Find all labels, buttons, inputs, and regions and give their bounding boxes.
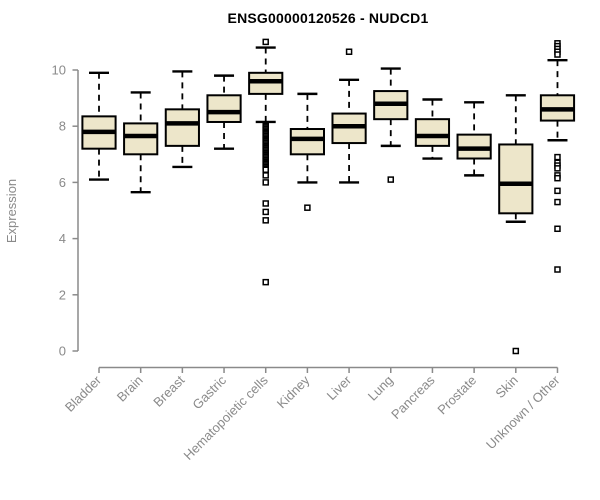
outlier-point	[304, 204, 311, 211]
chart-title: ENSG00000120526 - NUDCD1	[227, 10, 429, 26]
x-tick-label: Prostate	[434, 373, 479, 418]
boxplot-brain	[123, 91, 159, 194]
boxplot-breast	[164, 70, 200, 169]
boxplot-bladder	[81, 71, 117, 181]
outlier-point	[262, 166, 269, 174]
outlier-point	[554, 225, 561, 233]
boxplot-lung	[373, 67, 409, 183]
boxplot-pancreas	[414, 98, 451, 160]
outlier-point	[262, 217, 269, 224]
boxplot-gastric	[206, 74, 242, 150]
y-tick-label: 8	[59, 119, 66, 134]
outlier-point	[554, 51, 561, 58]
iqr-box	[414, 118, 451, 147]
outlier-point	[262, 208, 269, 216]
outlier-point	[554, 187, 561, 195]
iqr-box	[498, 143, 534, 215]
outlier-point	[554, 165, 561, 172]
boxplot-kidney	[289, 92, 325, 211]
x-tick-label: Lung	[365, 373, 396, 404]
iqr-box	[123, 122, 159, 156]
y-tick-label: 0	[59, 344, 66, 359]
outlier-point	[387, 176, 395, 183]
boxplot-skin	[498, 94, 534, 355]
iqr-box	[206, 94, 242, 123]
x-tick-label: Liver	[324, 372, 355, 403]
x-tick-label: Gastric	[189, 372, 229, 412]
x-tick-label: Bladder	[62, 372, 105, 415]
outlier-point	[554, 266, 561, 273]
iqr-box	[289, 128, 325, 156]
y-tick-label: 10	[52, 63, 66, 78]
outlier-point	[512, 347, 520, 355]
outlier-point	[262, 38, 269, 46]
x-tick-label: Unknown / Other	[483, 372, 563, 452]
x-tick-label: Breast	[150, 372, 187, 409]
outlier-point	[262, 200, 269, 207]
outlier-point	[554, 174, 561, 182]
y-axis: 0 2 4 6 8 10	[52, 63, 79, 359]
iqr-box	[164, 108, 200, 147]
boxplot-hematopoietic-cells	[248, 38, 284, 286]
x-tick-label: Brain	[114, 373, 146, 405]
boxplot-liver	[331, 48, 367, 184]
y-tick-label: 4	[59, 231, 66, 246]
outlier-point	[262, 278, 269, 286]
outlier-point	[554, 198, 561, 206]
outlier-point	[262, 179, 269, 186]
x-tick-label: Kidney	[274, 372, 313, 411]
y-tick-label: 2	[59, 287, 66, 302]
x-tick-label: Pancreas	[388, 372, 438, 422]
boxplot-unknown-other	[539, 40, 576, 273]
boxplot-prostate	[456, 101, 492, 177]
outlier-point	[262, 172, 269, 179]
y-tick-label: 6	[59, 175, 66, 190]
outlier-point	[345, 48, 353, 55]
x-tick-label: Skin	[492, 373, 520, 401]
outlier-point	[554, 153, 561, 161]
